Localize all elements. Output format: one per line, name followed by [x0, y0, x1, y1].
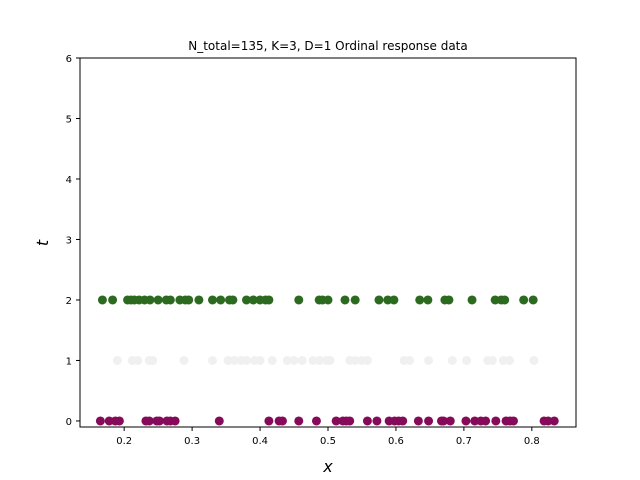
data-point — [153, 295, 163, 305]
data-point — [372, 416, 382, 426]
data-point — [144, 416, 154, 426]
data-point — [528, 295, 538, 305]
data-point — [462, 355, 472, 365]
data-point — [500, 295, 510, 305]
data-point — [529, 355, 539, 365]
data-point — [216, 295, 226, 305]
data-point — [445, 416, 455, 426]
data-point — [481, 416, 491, 426]
data-point — [255, 355, 265, 365]
data-point — [504, 355, 514, 365]
data-point — [264, 295, 274, 305]
data-point — [165, 295, 175, 305]
data-point — [114, 416, 124, 426]
data-point — [315, 355, 325, 365]
x-tick-label: 0.3 — [184, 436, 200, 447]
data-point — [179, 355, 189, 365]
data-point — [97, 295, 107, 305]
data-point — [398, 416, 408, 426]
data-point — [405, 355, 415, 365]
data-point — [228, 295, 238, 305]
data-point — [350, 295, 360, 305]
data-point — [184, 295, 194, 305]
data-point — [207, 355, 217, 365]
data-point — [389, 295, 399, 305]
data-point — [308, 355, 318, 365]
y-tick-label: 1 — [66, 356, 72, 367]
y-tick-label: 3 — [66, 235, 72, 246]
data-point — [549, 416, 559, 426]
y-tick-label: 6 — [66, 54, 72, 65]
data-point — [194, 295, 204, 305]
data-point — [325, 355, 335, 365]
data-point — [241, 295, 251, 305]
data-point — [350, 355, 360, 365]
data-point — [423, 295, 433, 305]
data-point — [424, 355, 434, 365]
data-point — [145, 295, 155, 305]
y-tick-label: 4 — [66, 175, 72, 186]
data-point — [508, 416, 518, 426]
data-point — [133, 355, 143, 365]
data-points — [95, 295, 559, 426]
chart-title: N_total=135, K=3, D=1 Ordinal response d… — [188, 39, 468, 53]
data-point — [467, 295, 477, 305]
x-tick-label: 0.7 — [456, 436, 472, 447]
x-tick-label: 0.5 — [320, 436, 336, 447]
data-point — [294, 295, 304, 305]
data-point — [323, 295, 333, 305]
data-point — [374, 295, 384, 305]
data-point — [264, 416, 274, 426]
y-tick-label: 2 — [66, 296, 72, 307]
y-axis-ticks: 0 1 2 3 4 5 6 — [66, 54, 80, 428]
data-point — [362, 355, 372, 365]
data-point — [229, 355, 239, 365]
data-point — [214, 416, 224, 426]
data-point — [491, 416, 501, 426]
data-point — [331, 416, 341, 426]
x-axis-label: x — [322, 457, 333, 476]
data-point — [282, 355, 292, 365]
data-point — [155, 416, 164, 426]
data-point — [447, 355, 457, 365]
data-point — [207, 295, 217, 305]
data-point — [170, 416, 180, 426]
data-point — [444, 295, 454, 305]
y-tick-label: 0 — [66, 417, 72, 428]
data-point — [461, 416, 471, 426]
data-point — [248, 295, 258, 305]
data-point — [413, 416, 423, 426]
data-point — [487, 355, 497, 365]
data-point — [112, 355, 122, 365]
x-axis-ticks: 0.2 0.3 0.4 0.5 0.6 0.7 0.8 — [116, 427, 540, 447]
data-point — [148, 355, 158, 365]
data-point — [362, 416, 372, 426]
x-tick-label: 0.4 — [252, 436, 268, 447]
data-point — [294, 416, 304, 426]
data-point — [415, 295, 425, 305]
data-point — [297, 355, 307, 365]
data-point — [311, 416, 321, 426]
x-tick-label: 0.8 — [524, 436, 540, 447]
data-point — [424, 416, 434, 426]
x-tick-label: 0.6 — [388, 436, 404, 447]
data-point — [519, 295, 529, 305]
data-point — [289, 355, 299, 365]
y-tick-label: 5 — [66, 114, 72, 125]
y-axis-label: t — [33, 239, 52, 246]
data-point — [108, 295, 118, 305]
data-point — [345, 416, 355, 426]
data-point — [241, 355, 251, 365]
data-point — [95, 416, 105, 426]
x-tick-label: 0.2 — [116, 436, 132, 447]
data-point — [267, 355, 277, 365]
data-point — [340, 295, 350, 305]
data-point — [439, 416, 449, 426]
data-point — [277, 416, 287, 426]
